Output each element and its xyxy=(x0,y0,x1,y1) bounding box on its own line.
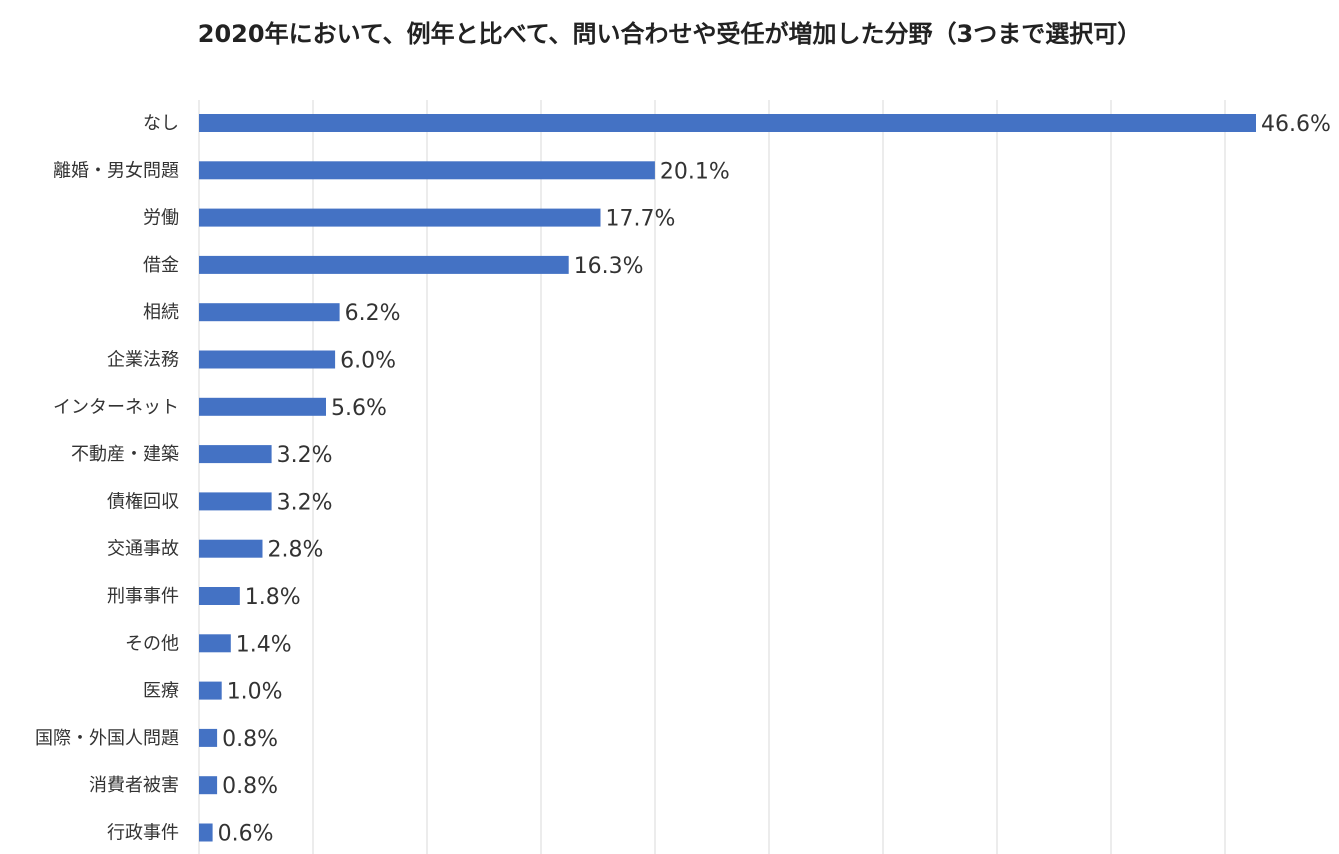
category-label: インターネット xyxy=(53,397,179,418)
bar xyxy=(199,728,218,747)
chart-title: 2020年において、例年と比べて、問い合わせや受任が増加した分野（3つまで選択可… xyxy=(197,20,1142,48)
category-label: その他 xyxy=(125,633,179,654)
value-label: 0.8% xyxy=(222,727,278,752)
value-label: 2.8% xyxy=(268,538,324,563)
bar xyxy=(199,587,240,605)
value-label: 0.6% xyxy=(218,822,274,847)
bar xyxy=(199,350,336,369)
category-label: 医療 xyxy=(143,681,179,702)
bars xyxy=(199,114,1256,842)
labels: なし 46.6% 離婚・男女問題 20.1% 労働 17.7% 借金 16.3% 相続 6.2% 企… xyxy=(35,112,1331,847)
value-label: 17.7% xyxy=(606,207,676,232)
category-label: 労働 xyxy=(143,208,179,229)
value-label: 6.2% xyxy=(345,301,401,326)
bar xyxy=(199,303,340,322)
category-label: 行政事件 xyxy=(107,823,179,844)
category-label: 企業法務 xyxy=(107,350,179,371)
bar xyxy=(199,161,655,180)
category-label: 刑事事件 xyxy=(107,586,179,607)
category-label: 国際・外国人問題 xyxy=(35,728,179,749)
value-label: 5.6% xyxy=(331,396,387,421)
category-label: 不動産・建築 xyxy=(71,444,179,465)
value-label: 1.0% xyxy=(227,680,283,705)
value-label: 3.2% xyxy=(277,490,333,515)
value-label: 1.8% xyxy=(245,585,301,610)
value-label: 1.4% xyxy=(236,632,292,657)
bar xyxy=(199,208,601,227)
bar xyxy=(199,776,218,795)
category-label: 交通事故 xyxy=(107,539,179,560)
bar xyxy=(199,634,231,653)
bar xyxy=(199,397,326,416)
bar xyxy=(199,681,222,700)
bar xyxy=(199,255,569,274)
bar xyxy=(199,539,263,558)
bar xyxy=(199,445,272,464)
category-label: 消費者被害 xyxy=(89,775,179,796)
category-label: 債権回収 xyxy=(107,491,179,512)
value-label: 0.8% xyxy=(222,774,278,799)
bar xyxy=(199,492,272,511)
category-label: 離婚・男女問題 xyxy=(53,160,179,181)
category-label: 借金 xyxy=(143,255,179,276)
bar xyxy=(199,114,1256,132)
category-label: 相続 xyxy=(143,302,179,323)
value-label: 20.1% xyxy=(660,159,730,184)
value-label: 3.2% xyxy=(277,443,333,468)
bar xyxy=(199,823,213,842)
category-label: なし xyxy=(143,113,179,134)
value-label: 46.6% xyxy=(1261,112,1331,137)
value-label: 16.3% xyxy=(574,254,644,279)
value-label: 6.0% xyxy=(340,349,396,374)
